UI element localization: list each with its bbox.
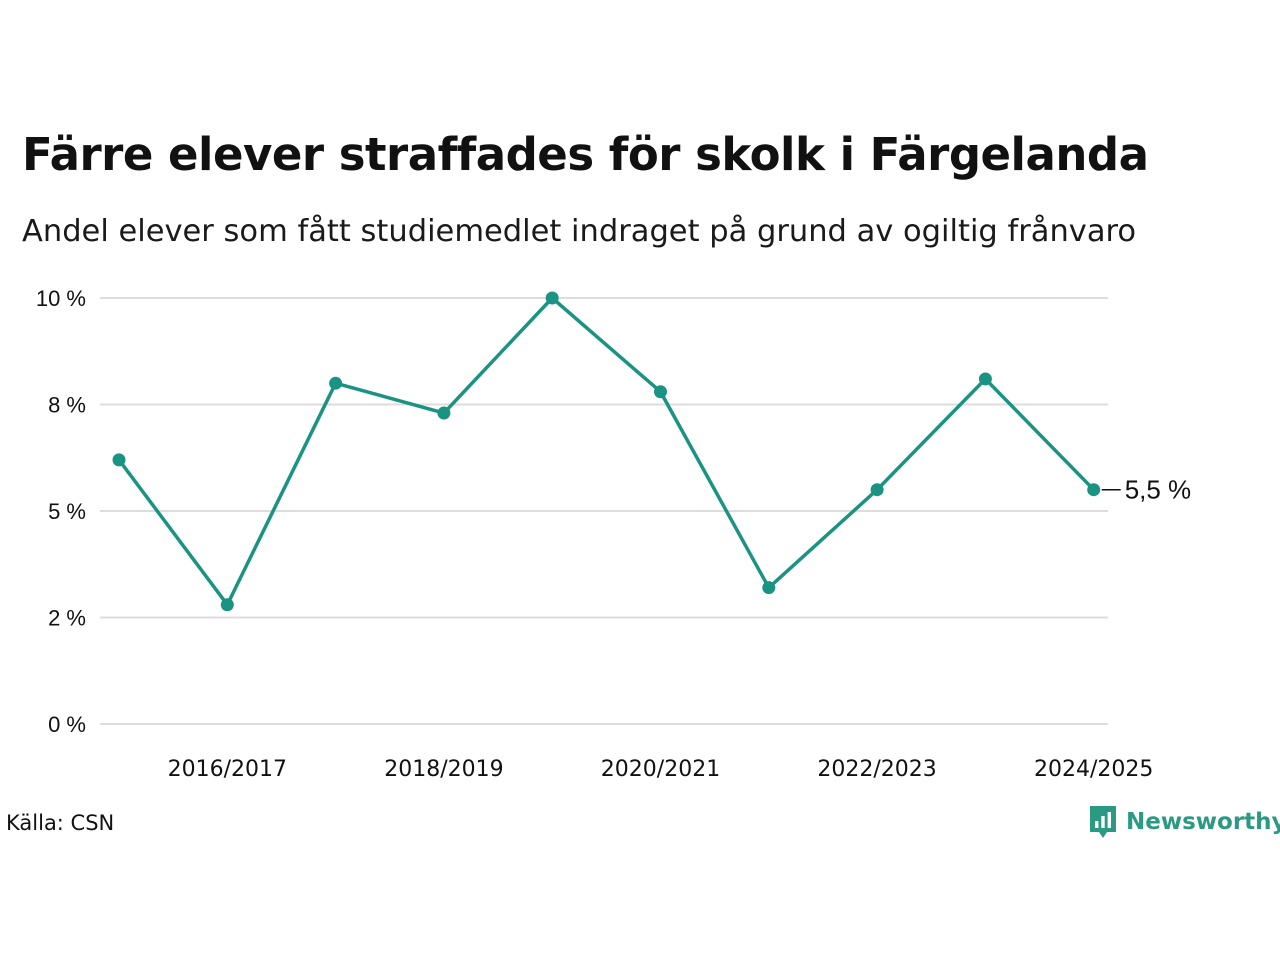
brand-name: Newsworthy [1126, 809, 1280, 835]
data-point [870, 483, 884, 497]
gridlines [100, 297, 1108, 725]
data-point [978, 372, 992, 386]
chart-subtitle: Andel elever som fått studiemedlet indra… [22, 214, 1137, 249]
x-axis-tick-labels: 2016/2017 2018/2019 2020/2021 2022/2023 2024… [168, 757, 1154, 782]
end-value-label: 5,5 % [1125, 475, 1192, 505]
data-point [437, 406, 451, 420]
data-labels: 5,5 % [1101, 475, 1192, 505]
y-tick-label: 5 % [48, 499, 86, 524]
y-axis-tick-labels: 0 % 2 % 5 % 8 % 10 % [36, 286, 86, 737]
brand-logo: Newsworthy [1088, 804, 1280, 840]
data-point [1087, 483, 1101, 497]
source-note: Källa: CSN [6, 811, 115, 835]
x-tick-label: 2018/2019 [384, 757, 503, 782]
data-point [762, 581, 776, 595]
y-tick-label: 10 % [36, 286, 86, 311]
x-tick-label: 2022/2023 [817, 757, 936, 782]
y-tick-label: 2 % [48, 606, 86, 631]
y-tick-label: 0 % [48, 712, 86, 737]
data-point [112, 453, 126, 467]
y-tick-label: 8 % [48, 393, 86, 418]
data-point [220, 598, 234, 612]
series-line [117, 296, 1096, 607]
data-point [545, 291, 559, 305]
data-point [329, 376, 343, 390]
data-series [112, 291, 1101, 612]
chart-title: Färre elever straffades för skolk i Färg… [22, 128, 1149, 181]
x-tick-label: 2020/2021 [601, 757, 720, 782]
newsworthy-logo-icon [1090, 806, 1116, 838]
data-point [654, 385, 667, 399]
x-tick-label: 2016/2017 [168, 757, 287, 782]
x-tick-label: 2024/2025 [1034, 757, 1153, 782]
